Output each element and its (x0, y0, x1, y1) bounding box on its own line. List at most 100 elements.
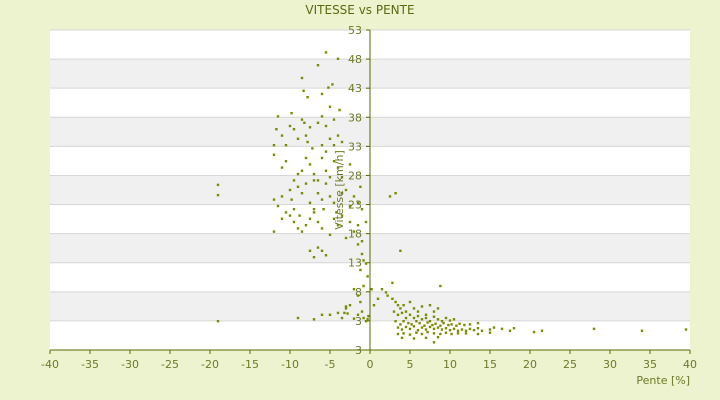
data-point (404, 325, 408, 329)
y-tick-label: 8 (355, 286, 362, 299)
data-point (324, 182, 328, 185)
data-point (328, 137, 332, 140)
data-point (288, 214, 292, 217)
data-point (440, 320, 444, 323)
data-point (348, 163, 352, 166)
data-point (418, 321, 421, 325)
data-point (444, 331, 448, 334)
data-point (399, 249, 402, 252)
data-point (284, 211, 288, 214)
data-point (356, 313, 360, 316)
data-point (300, 192, 304, 195)
data-point (432, 315, 436, 318)
data-point (426, 330, 429, 334)
data-point (280, 217, 284, 220)
data-point (320, 227, 324, 230)
data-point (324, 254, 328, 257)
data-point (468, 323, 472, 326)
data-point (332, 160, 336, 163)
data-point (439, 332, 442, 336)
data-point (346, 312, 349, 315)
data-point (362, 316, 365, 320)
data-point (324, 51, 328, 54)
data-point (412, 325, 416, 328)
data-point (442, 321, 445, 325)
data-point (304, 134, 308, 137)
data-point (415, 331, 418, 334)
x-tick-label: 20 (523, 358, 537, 371)
data-point (359, 185, 362, 188)
data-point (216, 320, 220, 323)
data-point (331, 83, 334, 86)
data-point (408, 333, 412, 336)
data-point (436, 326, 440, 329)
data-point (296, 137, 300, 140)
data-point (428, 320, 432, 323)
data-point (320, 115, 324, 118)
data-point (306, 140, 309, 144)
data-point (532, 330, 536, 334)
data-point (400, 328, 404, 331)
data-point (424, 313, 428, 316)
data-point (292, 208, 296, 211)
data-point (402, 332, 405, 335)
x-tick-label: -10 (281, 358, 299, 371)
data-point (508, 329, 512, 332)
data-point (384, 291, 388, 294)
data-point (420, 332, 424, 336)
data-point (476, 327, 480, 330)
data-point (448, 319, 452, 322)
data-point (432, 341, 436, 344)
data-point (336, 134, 340, 137)
data-point (340, 176, 344, 179)
data-point (452, 327, 456, 331)
data-point (272, 198, 276, 201)
data-point (324, 169, 328, 172)
data-point (370, 288, 373, 291)
data-point (360, 310, 364, 313)
data-point (432, 332, 436, 335)
data-point (360, 208, 364, 211)
data-point (408, 300, 412, 304)
data-point (338, 108, 341, 112)
data-point (320, 144, 324, 147)
axes (49, 29, 691, 354)
data-point (344, 236, 348, 240)
data-points (216, 51, 688, 344)
data-point (434, 322, 437, 325)
data-point (362, 259, 365, 262)
data-point (359, 300, 362, 304)
data-point (308, 126, 312, 129)
data-point (402, 320, 405, 323)
data-point (416, 328, 420, 332)
data-point (320, 313, 324, 316)
data-point (512, 327, 516, 330)
data-point (308, 249, 312, 252)
data-point (476, 321, 480, 325)
data-point (488, 328, 492, 331)
data-point (436, 307, 440, 310)
data-point (640, 329, 644, 332)
data-point (415, 320, 418, 323)
data-point (328, 105, 332, 108)
y-tick-label: 3 (355, 315, 362, 328)
data-point (312, 208, 316, 211)
data-point (308, 201, 312, 204)
x-tick-label: 5 (407, 358, 414, 371)
data-point (280, 134, 284, 137)
data-point (460, 328, 464, 331)
data-point (284, 144, 288, 147)
data-point (328, 176, 332, 179)
data-point (464, 332, 468, 335)
data-point (464, 329, 468, 332)
data-point (340, 140, 344, 144)
data-point (292, 128, 296, 131)
data-point (336, 166, 340, 169)
data-point (356, 224, 360, 227)
data-point (303, 121, 306, 124)
data-point (408, 313, 412, 316)
data-point (316, 121, 320, 124)
data-point (288, 188, 292, 192)
data-point (540, 329, 544, 332)
data-point (492, 326, 496, 329)
